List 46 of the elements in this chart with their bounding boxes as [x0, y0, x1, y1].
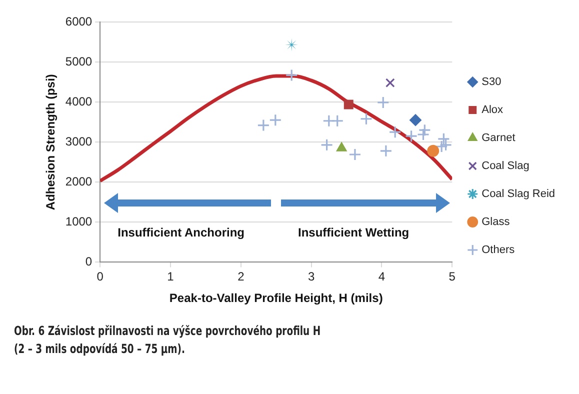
point	[285, 38, 298, 52]
point	[380, 144, 392, 158]
legend-label: Alox	[482, 104, 504, 116]
point	[385, 78, 395, 88]
y-tick-label: 2000	[65, 174, 92, 188]
point	[427, 144, 440, 157]
point	[410, 114, 422, 126]
legend-label: S30	[482, 76, 502, 88]
point	[388, 126, 402, 138]
point	[269, 114, 282, 126]
legend-label: Glass	[482, 216, 510, 228]
legend-label: Coal Slag	[482, 160, 530, 172]
y-axis-title: Adhesion Strength (psi)	[44, 74, 58, 210]
point	[336, 142, 347, 152]
point	[418, 124, 431, 136]
legend-label: Others	[482, 244, 516, 256]
x-tick-label: 3	[308, 270, 315, 284]
x-tick-label: 2	[238, 270, 245, 284]
y-tick-label: 4000	[65, 94, 92, 108]
point	[320, 138, 334, 152]
legend-label: Coal Slag Reid	[482, 188, 555, 200]
text: (2 – 3 mils odpovídá 50 – 75 µm).	[14, 340, 186, 358]
y-tick-label: 0	[85, 254, 92, 269]
x-axis-title: Peak-to-Valley Profile Height, H (mils)	[169, 291, 383, 306]
point	[348, 148, 362, 161]
y-tick-label: 3000	[65, 134, 92, 148]
text: Obr. 6 Závislost přilnavosti na výšce povrchového profilu H	[14, 322, 322, 340]
annotation: Insufficient Anchoring	[118, 226, 245, 240]
y-tick-label: 6000	[65, 14, 92, 28]
point	[360, 112, 373, 126]
annotation: Insufficient Wetting	[298, 226, 410, 240]
x-tick-label: 1	[167, 270, 174, 284]
x-tick-label: 0	[96, 270, 104, 284]
point	[331, 114, 344, 128]
legend-label: Garnet	[482, 132, 516, 144]
y-tick-label: 1000	[65, 214, 92, 228]
point	[376, 96, 390, 109]
point	[257, 118, 270, 132]
x-tick-label: 4	[378, 270, 386, 284]
point	[285, 68, 298, 82]
point	[404, 130, 418, 142]
y-tick-label: 5000	[65, 54, 92, 68]
x-tick-label: 5	[448, 270, 456, 284]
point	[435, 140, 448, 153]
point	[416, 128, 430, 141]
point	[344, 100, 354, 110]
